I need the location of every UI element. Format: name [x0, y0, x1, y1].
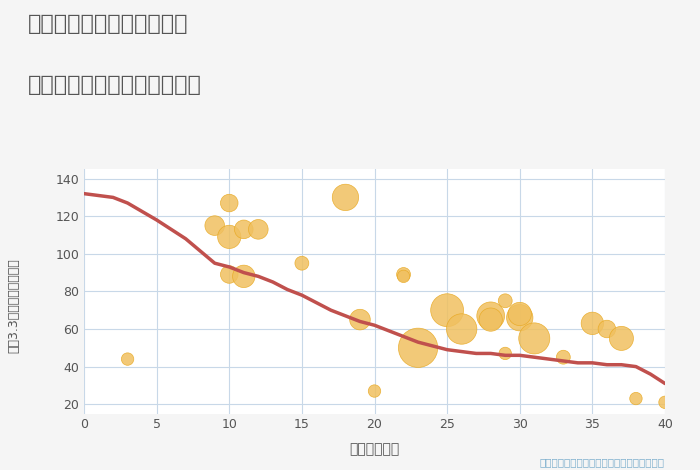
Point — [631, 395, 642, 402]
Point — [456, 325, 468, 333]
Point — [253, 226, 264, 233]
Point — [238, 226, 249, 233]
Point — [659, 399, 671, 406]
Point — [369, 387, 380, 395]
Point — [514, 314, 525, 321]
Point — [224, 271, 235, 278]
Point — [442, 306, 453, 314]
Point — [485, 312, 496, 320]
Text: 坪（3.3㎡）単価（万円）: 坪（3.3㎡）単価（万円） — [8, 258, 20, 353]
Point — [558, 353, 569, 361]
Point — [398, 271, 409, 278]
Point — [514, 310, 525, 318]
Point — [587, 320, 598, 327]
Text: 円の大きさは、取引のあった物件面積を示す: 円の大きさは、取引のあった物件面積を示す — [540, 458, 665, 468]
Point — [209, 222, 220, 229]
Point — [485, 316, 496, 323]
Point — [296, 259, 307, 267]
Point — [616, 335, 627, 342]
Point — [354, 316, 365, 323]
Point — [122, 355, 133, 363]
Point — [500, 297, 511, 305]
Point — [224, 199, 235, 207]
Text: 築年数別中古マンション価格: 築年数別中古マンション価格 — [28, 75, 202, 95]
Point — [412, 344, 423, 352]
Text: 奈良県奈良市富雄泉ヶ丘の: 奈良県奈良市富雄泉ヶ丘の — [28, 14, 188, 34]
Point — [224, 233, 235, 241]
X-axis label: 築年数（年）: 築年数（年） — [349, 443, 400, 456]
Point — [238, 273, 249, 280]
Point — [340, 194, 351, 201]
Point — [500, 350, 511, 357]
Point — [398, 273, 409, 280]
Point — [601, 325, 612, 333]
Point — [528, 335, 540, 342]
